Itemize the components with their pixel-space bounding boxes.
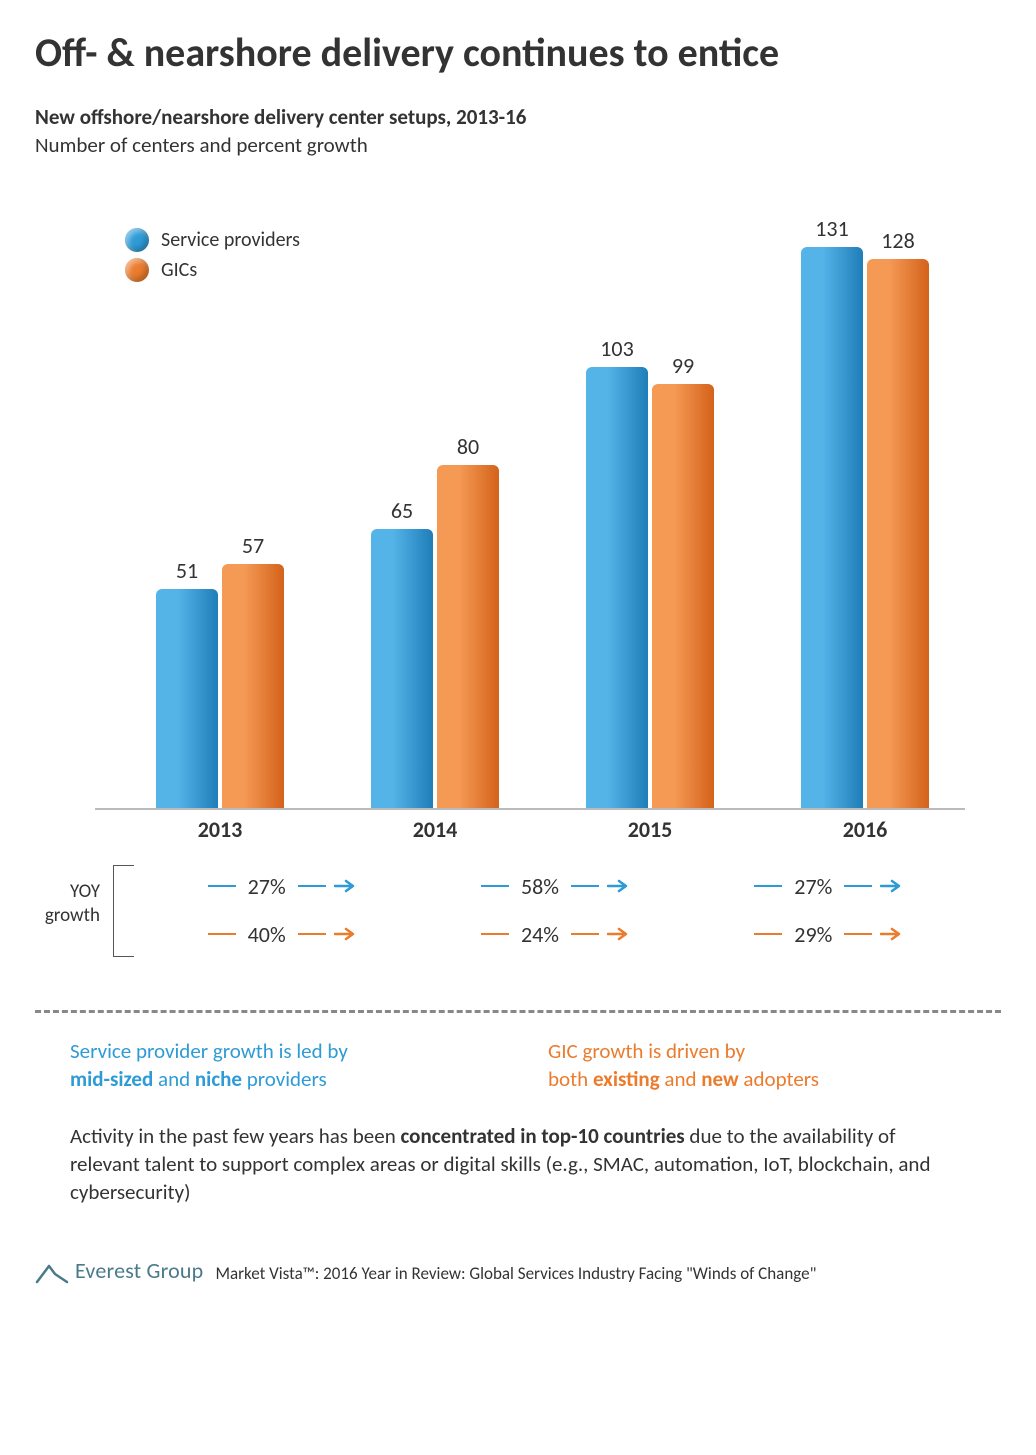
- bar-gics: 99: [652, 384, 714, 808]
- bar-service-providers: 131: [801, 247, 863, 808]
- callout-gics: GIC growth is driven by both existing an…: [548, 1037, 966, 1094]
- arrow-right-icon: [334, 879, 356, 893]
- yoy-segment-icon: [844, 933, 872, 936]
- legend-bullet-icon: [125, 258, 149, 282]
- brand-name: Everest Group: [75, 1257, 203, 1284]
- yoy-segment-icon: [298, 933, 326, 936]
- x-label: 2016: [780, 816, 950, 843]
- yoy-segment-icon: [481, 885, 509, 888]
- bar-value-label: 131: [801, 215, 863, 242]
- arrow-right-icon: [880, 879, 902, 893]
- arrow-right-icon: [607, 927, 629, 941]
- arrow-right-icon: [607, 879, 629, 893]
- divider: [35, 1010, 1001, 1013]
- x-label: 2013: [135, 816, 305, 843]
- yoy-segment-icon: [481, 933, 509, 936]
- yoy-cell: 40%: [145, 921, 418, 948]
- mountain-icon: [35, 1260, 69, 1284]
- callout-service-providers: Service provider growth is led by mid-si…: [70, 1037, 488, 1094]
- bar-group: 131128: [780, 247, 950, 808]
- x-label: 2015: [565, 816, 735, 843]
- legend: Service providers GICs: [125, 228, 300, 288]
- bar-service-providers: 65: [371, 529, 433, 808]
- yoy-percent: 58%: [521, 873, 559, 900]
- yoy-segment-icon: [754, 885, 782, 888]
- yoy-percent: 27%: [794, 873, 832, 900]
- bar-value-label: 103: [586, 335, 648, 362]
- yoy-percent: 29%: [794, 921, 832, 948]
- legend-label: Service providers: [161, 228, 300, 252]
- yoy-segment-icon: [571, 933, 599, 936]
- bar-gics: 80: [437, 465, 499, 808]
- arrow-right-icon: [880, 927, 902, 941]
- legend-item-service-providers: Service providers: [125, 228, 300, 252]
- yoy-row-service-providers: 27% 58% 27%: [145, 866, 965, 906]
- arrow-right-icon: [334, 927, 356, 941]
- footer-text: Market Vista™: 2016 Year in Review: Glob…: [215, 1263, 816, 1284]
- bar-service-providers: 51: [156, 589, 218, 808]
- legend-bullet-icon: [125, 228, 149, 252]
- yoy-percent: 27%: [248, 873, 286, 900]
- bar-service-providers: 103: [586, 367, 648, 808]
- yoy-bracket-icon: [113, 865, 134, 957]
- legend-item-gics: GICs: [125, 258, 300, 282]
- bar-value-label: 57: [222, 532, 284, 559]
- yoy-cell: 29%: [692, 921, 965, 948]
- subtitle-sub: Number of centers and percent growth: [35, 132, 1001, 158]
- yoy-segment-icon: [571, 885, 599, 888]
- bar-plot: 5157658010399131128: [95, 208, 965, 810]
- yoy-row-gics: 40% 24% 29%: [145, 914, 965, 954]
- footer-brand: Everest Group: [35, 1257, 203, 1284]
- bar-value-label: 99: [652, 352, 714, 379]
- page-title: Off- & nearshore delivery continues to e…: [35, 30, 1001, 76]
- x-label: 2014: [350, 816, 520, 843]
- bar-gics: 128: [867, 259, 929, 808]
- bar-value-label: 65: [371, 497, 433, 524]
- yoy-percent: 24%: [521, 921, 559, 948]
- bar-group: 6580: [350, 465, 520, 808]
- yoy-section: YOY growth 27%58%27% 40%24%29%: [95, 860, 965, 970]
- bar-value-label: 51: [156, 557, 218, 584]
- legend-label: GICs: [161, 258, 197, 282]
- subtitle-main: New offshore/nearshore delivery center s…: [35, 104, 1001, 130]
- yoy-cell: 24%: [418, 921, 691, 948]
- yoy-segment-icon: [208, 933, 236, 936]
- bar-group: 5157: [135, 564, 305, 808]
- chart-container: Service providers GICs 51576580103991311…: [95, 208, 965, 970]
- yoy-segment-icon: [298, 885, 326, 888]
- bar-value-label: 80: [437, 433, 499, 460]
- yoy-segment-icon: [208, 885, 236, 888]
- bar-gics: 57: [222, 564, 284, 808]
- yoy-percent: 40%: [248, 921, 286, 948]
- bar-value-label: 128: [867, 227, 929, 254]
- yoy-cell: 27%: [145, 873, 418, 900]
- yoy-segment-icon: [754, 933, 782, 936]
- footer: Everest Group Market Vista™: 2016 Year i…: [35, 1257, 1001, 1284]
- callouts: Service provider growth is led by mid-si…: [70, 1037, 966, 1094]
- body-paragraph: Activity in the past few years has been …: [70, 1122, 966, 1207]
- bar-group: 10399: [565, 367, 735, 808]
- yoy-cell: 58%: [418, 873, 691, 900]
- yoy-cell: 27%: [692, 873, 965, 900]
- yoy-label: YOY growth: [35, 880, 100, 928]
- yoy-segment-icon: [844, 885, 872, 888]
- x-axis: 2013 2014 2015 2016: [95, 810, 965, 850]
